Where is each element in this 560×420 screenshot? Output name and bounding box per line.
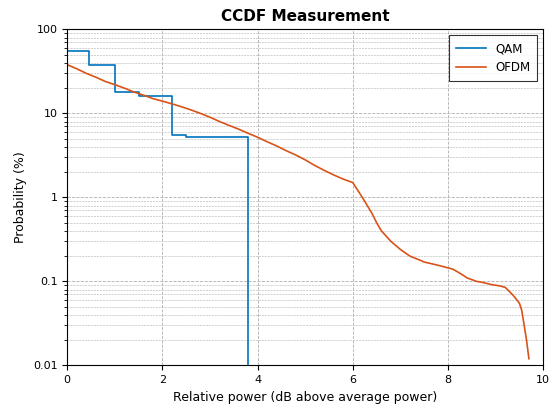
QAM	[111, 62, 118, 67]
OFDM	[430, 262, 437, 267]
QAM	[135, 89, 142, 94]
Line: QAM: QAM	[67, 51, 248, 365]
X-axis label: Relative power (dB above average power): Relative power (dB above average power)	[173, 391, 437, 404]
OFDM	[311, 163, 318, 168]
QAM	[183, 135, 189, 140]
Line: OFDM: OFDM	[67, 65, 529, 359]
OFDM	[359, 195, 366, 200]
QAM	[169, 94, 175, 99]
QAM	[111, 89, 118, 94]
QAM	[245, 135, 251, 140]
QAM	[64, 49, 71, 54]
Title: CCDF Measurement: CCDF Measurement	[221, 9, 390, 24]
QAM	[135, 94, 142, 99]
QAM	[85, 49, 92, 54]
OFDM	[140, 93, 147, 98]
Y-axis label: Probability (%): Probability (%)	[15, 152, 27, 243]
OFDM	[388, 239, 394, 244]
OFDM	[525, 356, 532, 361]
Legend: QAM, OFDM: QAM, OFDM	[449, 35, 537, 81]
OFDM	[426, 261, 432, 266]
QAM	[245, 363, 251, 368]
OFDM	[64, 62, 71, 67]
QAM	[169, 133, 175, 138]
QAM	[85, 62, 92, 67]
QAM	[183, 133, 189, 138]
